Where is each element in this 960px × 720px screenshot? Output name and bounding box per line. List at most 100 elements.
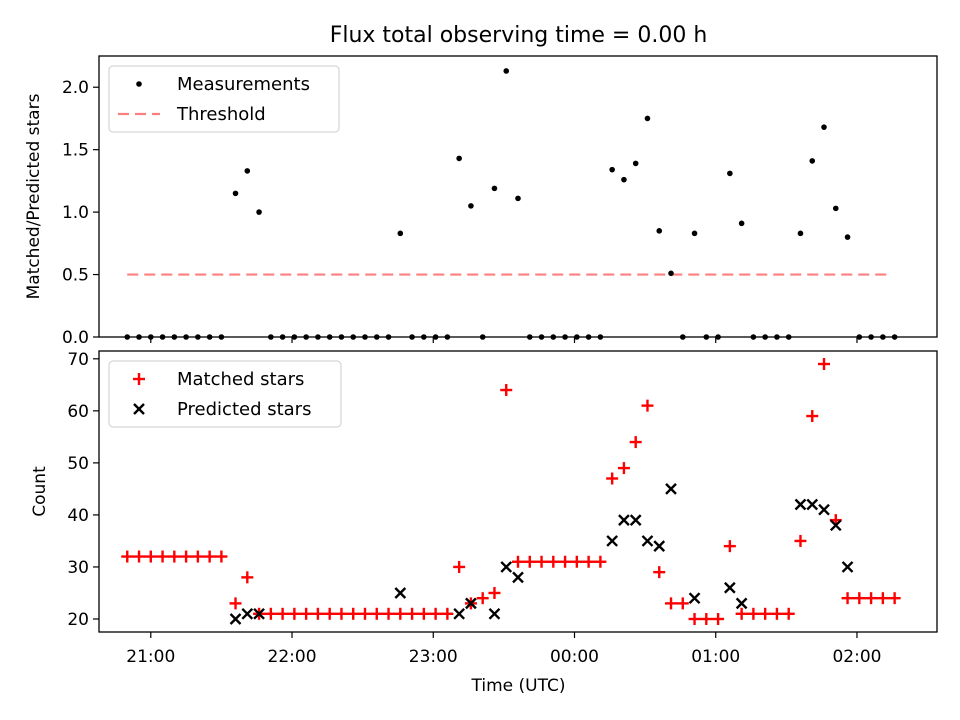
matched-star-point: [594, 555, 607, 568]
matched-star-point: [121, 550, 134, 563]
matched-star-point: [156, 550, 169, 563]
predicted-star-point: [688, 592, 701, 605]
predicted-star-point: [488, 607, 501, 620]
predicted-star-point: [724, 581, 736, 594]
top-plot: 0.00.51.01.52.0 Matched/Predicted stars …: [24, 55, 938, 348]
measurement-point: [691, 230, 698, 237]
x-tick-label: 23:00: [409, 647, 458, 667]
matched-star-point: [770, 607, 783, 620]
predicted-star-point: [394, 587, 407, 599]
matched-star-point: [665, 597, 678, 610]
bottom-y-tick-label: 50: [67, 454, 89, 474]
top-legend-box: [108, 65, 340, 133]
matched-star-point: [241, 571, 254, 584]
matched-star-point: [288, 607, 301, 620]
x-axis-label: Time (UTC): [471, 676, 566, 696]
matched-star-point: [582, 555, 595, 568]
measurement-point: [256, 209, 262, 215]
top-plot-frame: [98, 55, 938, 338]
matched-star-point: [688, 612, 701, 625]
measurement-point: [809, 158, 816, 164]
matched-star-point: [535, 555, 548, 568]
legend-measurements-marker: [136, 81, 142, 87]
bottom-y-tick-label: 70: [67, 350, 89, 370]
matched-star-point: [180, 550, 193, 563]
matched-star-point: [559, 555, 572, 568]
matched-star-point: [794, 534, 807, 547]
measurement-point: [232, 190, 239, 197]
matched-star-point: [641, 399, 654, 412]
matched-star-point: [429, 607, 442, 620]
predicted-star-point: [829, 519, 842, 532]
x-tick-label: 00:00: [550, 647, 599, 667]
x-tick-label: 21:00: [126, 647, 175, 667]
matched-star-point: [841, 592, 854, 605]
matched-star-point: [191, 550, 204, 563]
measurement-point: [668, 270, 674, 277]
matched-star-point: [264, 607, 277, 620]
predicted-star-point: [665, 483, 677, 495]
matched-star-point: [759, 607, 772, 620]
bottom-y-tick-label: 40: [67, 506, 89, 526]
matched-star-point: [215, 550, 228, 563]
matched-star-point: [335, 607, 348, 620]
predicted-star-point: [653, 540, 666, 552]
matched-star-point: [144, 550, 157, 563]
matched-star-point: [406, 607, 419, 620]
matched-star-point: [700, 612, 713, 625]
matched-star-point: [570, 555, 583, 568]
bottom-plot-frame: [98, 350, 938, 633]
matched-star-point: [394, 607, 407, 620]
matched-star-point: [276, 607, 289, 620]
matched-star-point: [358, 607, 371, 620]
matched-star-point: [370, 607, 383, 620]
bottom-y-tick-label: 20: [67, 610, 89, 630]
predicted-star-point: [512, 571, 524, 584]
matched-star-point: [168, 550, 181, 563]
top-y-tick-label: 0.5: [62, 266, 89, 286]
matched-star-point: [311, 607, 324, 620]
predicted-star-point: [241, 607, 254, 620]
predicted-star-point: [794, 498, 807, 511]
matched-star-point: [629, 436, 642, 449]
measurement-point: [656, 228, 663, 234]
predicted-star-point: [629, 514, 642, 526]
x-tick-label: 01:00: [691, 647, 740, 667]
matched-star-point: [512, 555, 524, 568]
measurement-point: [397, 230, 404, 237]
matched-star-point: [323, 607, 336, 620]
measurement-point: [632, 160, 639, 167]
matched-star-point: [547, 555, 560, 568]
bottom-y-tick-label: 60: [67, 402, 89, 422]
bottom-y-axis-label: Count: [30, 466, 50, 517]
predicted-star-point: [841, 561, 854, 573]
top-y-tick-label: 1.0: [62, 203, 89, 223]
matched-star-point: [606, 472, 619, 485]
legend-measurements-label: Measurements: [177, 74, 310, 95]
matched-star-point: [476, 592, 489, 605]
matched-star-point: [523, 555, 536, 568]
matched-star-point: [488, 586, 501, 599]
top-legend: Measurements Threshold: [108, 65, 340, 133]
measurement-point: [644, 115, 651, 122]
legend-matched-marker: [133, 373, 145, 385]
matched-star-point: [876, 592, 889, 605]
matched-star-point: [500, 384, 513, 397]
measurement-point: [821, 124, 827, 130]
matched-star-point: [676, 597, 689, 610]
bottom-plot: 20 30 40 50 60 70 21:00 22:00 23:00 00:00 01:00 02…: [30, 350, 938, 696]
predicted-star-point: [735, 597, 748, 610]
predicted-star-point: [229, 613, 242, 625]
matched-star-point: [300, 607, 313, 620]
chart-title: Flux total observing time = 0.00 h: [330, 23, 708, 48]
measurement-point: [797, 230, 804, 237]
measurement-point: [503, 68, 510, 74]
predicted-star-point: [253, 607, 265, 620]
measurement-point: [738, 220, 745, 227]
matched-star-point: [782, 607, 795, 620]
predicted-star-point: [500, 561, 513, 573]
legend-predicted-marker: [133, 403, 145, 415]
matched-star-point: [229, 597, 242, 610]
top-y-tick-label: 1.5: [62, 141, 89, 161]
predicted-star-point: [641, 535, 654, 547]
